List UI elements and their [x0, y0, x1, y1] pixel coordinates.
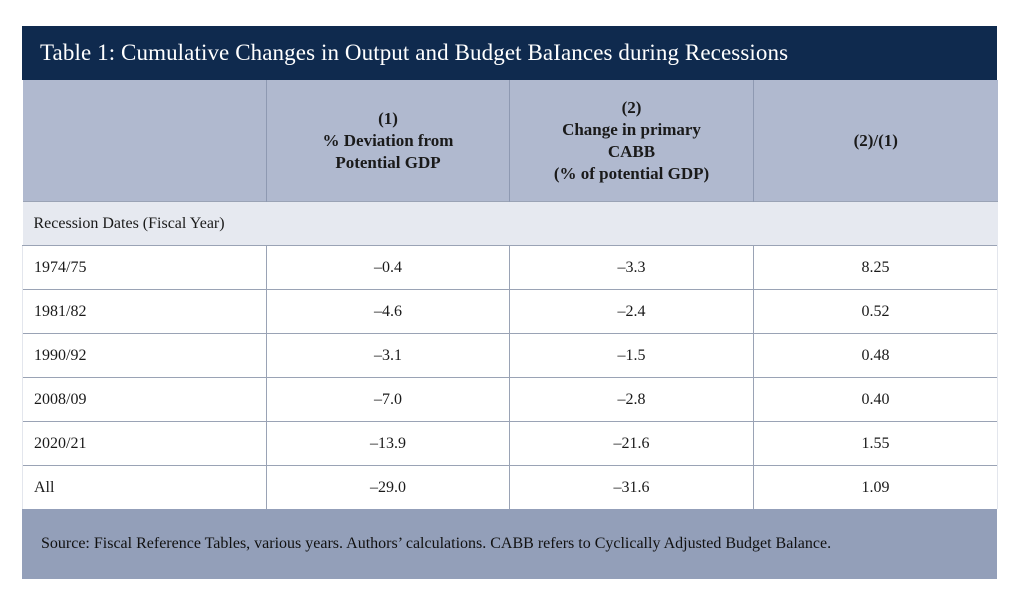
- table-row: 1974/75 –0.4 –3.3 8.25: [22, 245, 998, 290]
- data-table: (1) % Deviation from Potential GDP (2) C…: [22, 80, 998, 509]
- table-row: 1990/92 –3.1 –1.5 0.48: [22, 333, 998, 378]
- cell-ratio: 0.40: [753, 377, 998, 422]
- section-row: Recession Dates (Fiscal Year): [22, 201, 998, 246]
- table-title: Table 1: Cumulative Changes in Output an…: [22, 26, 997, 80]
- cell-ratio: 8.25: [753, 245, 998, 290]
- cell-ratio: 0.52: [753, 289, 998, 334]
- cell-ratio: 0.48: [753, 333, 998, 378]
- cell-cabb: –3.3: [509, 245, 754, 290]
- table-row: 1981/82 –4.6 –2.4 0.52: [22, 289, 998, 334]
- row-label: All: [22, 465, 267, 509]
- header-line: (1): [378, 108, 398, 128]
- source-note-text: Source: Fiscal Reference Tables, various…: [41, 535, 832, 552]
- cell-cabb: –1.5: [509, 333, 754, 378]
- cell-deviation: –7.0: [266, 377, 510, 422]
- cell-cabb: –2.8: [509, 377, 754, 422]
- header-line: (% of potential GDP): [553, 163, 710, 183]
- header-line: Potential GDP: [335, 152, 441, 172]
- cell-deviation: –29.0: [266, 465, 510, 509]
- table-row: 2008/09 –7.0 –2.8 0.40: [22, 377, 998, 422]
- cell-cabb: –21.6: [509, 421, 754, 466]
- cell-deviation: –3.1: [266, 333, 510, 378]
- cell-cabb: –2.4: [509, 289, 754, 334]
- table-figure: Table 1: Cumulative Changes in Output an…: [22, 26, 998, 579]
- source-note: Source: Fiscal Reference Tables, various…: [22, 509, 997, 579]
- header-cell-empty: [22, 80, 267, 202]
- header-row: (1) % Deviation from Potential GDP (2) C…: [22, 80, 998, 202]
- cell-deviation: –4.6: [266, 289, 510, 334]
- cell-deviation: –0.4: [266, 245, 510, 290]
- header-cell-cabb: (2) Change in primary CABB (% of potenti…: [509, 80, 754, 202]
- row-label: 2020/21: [22, 421, 267, 466]
- row-label: 2008/09: [22, 377, 267, 422]
- table-title-text: Table 1: Cumulative Changes in Output an…: [40, 40, 789, 65]
- header-line: Change in primary: [562, 119, 701, 139]
- row-label: 1974/75: [22, 245, 267, 290]
- header-line: (2): [621, 97, 642, 117]
- header-line: % Deviation from: [322, 130, 454, 150]
- cell-ratio: 1.09: [753, 465, 998, 509]
- header-line: (2)/(1): [853, 130, 898, 150]
- cell-deviation: –13.9: [266, 421, 510, 466]
- section-label: Recession Dates (Fiscal Year): [22, 201, 998, 246]
- table-row: 2020/21 –13.9 –21.6 1.55: [22, 421, 998, 466]
- row-label: 1990/92: [22, 333, 267, 378]
- header-cell-ratio: (2)/(1): [753, 80, 998, 202]
- header-cell-deviation: (1) % Deviation from Potential GDP: [266, 80, 510, 202]
- cell-ratio: 1.55: [753, 421, 998, 466]
- table-row-total: All –29.0 –31.6 1.09: [22, 465, 998, 509]
- row-label: 1981/82: [22, 289, 267, 334]
- header-line: CABB: [607, 141, 656, 161]
- cell-cabb: –31.6: [509, 465, 754, 509]
